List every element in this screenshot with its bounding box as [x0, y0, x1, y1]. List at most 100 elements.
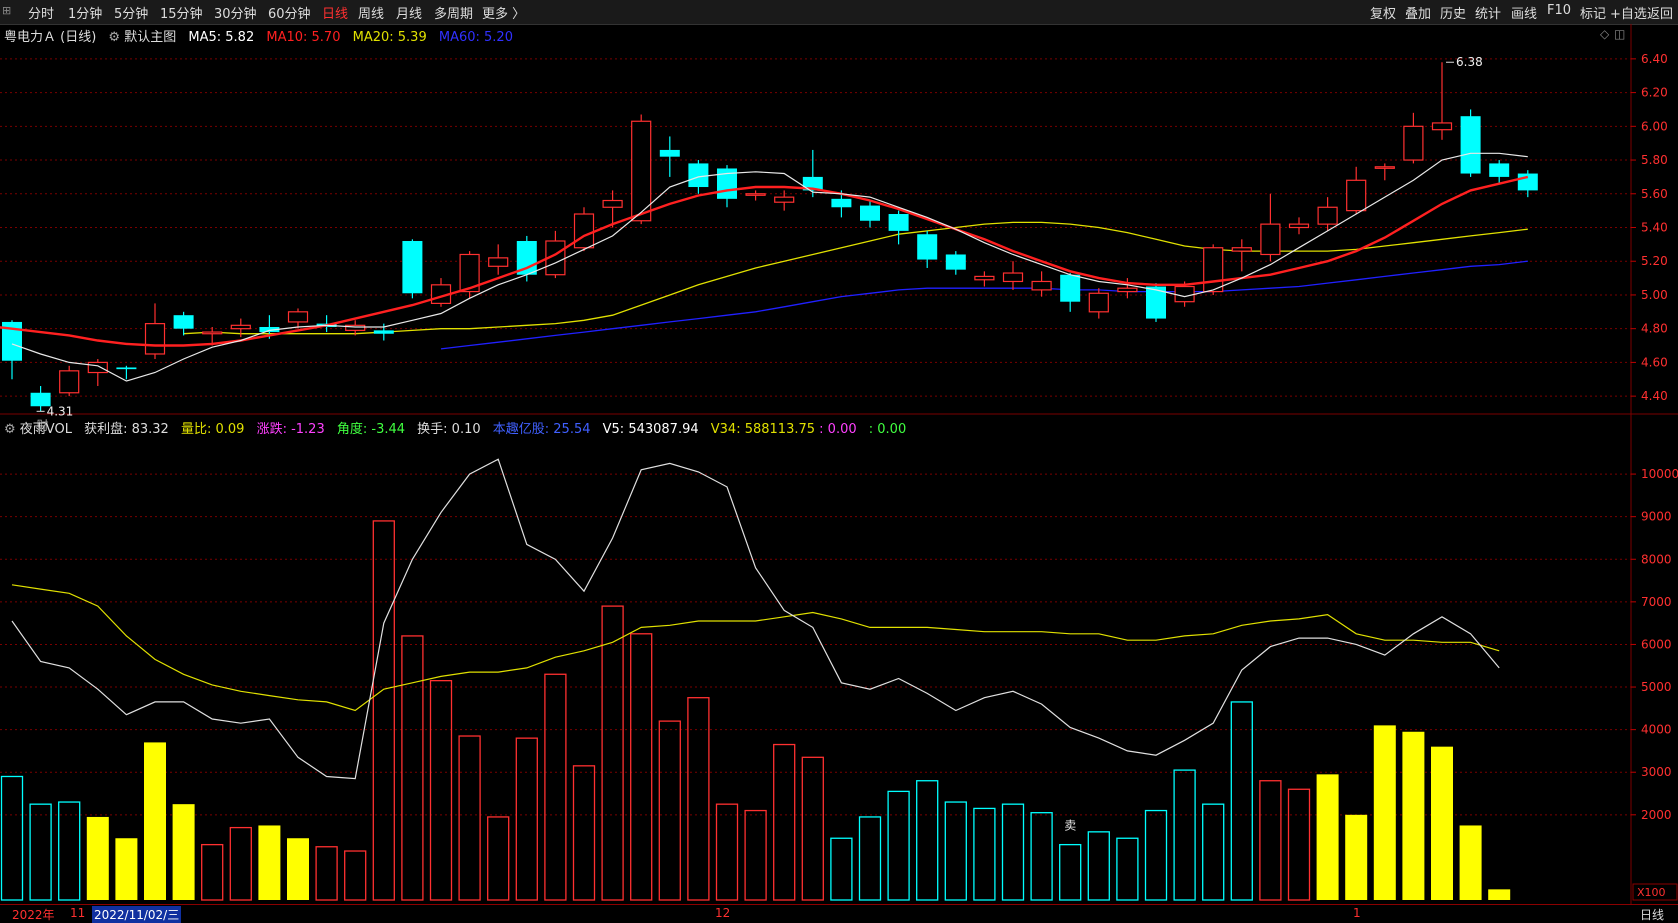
volume-bar — [201, 843, 224, 901]
volume-bar — [0, 775, 24, 901]
toolbar-button[interactable]: 叠加 — [1405, 7, 1432, 22]
corner-icon[interactable]: ⊞ — [2, 4, 12, 17]
toolbar-button[interactable]: +自选 — [1610, 7, 1647, 22]
candle-body — [1317, 206, 1338, 225]
period-tab[interactable]: 月线 — [396, 7, 423, 22]
volume-bar — [1259, 780, 1282, 901]
period-tab[interactable]: 1分钟 — [68, 7, 103, 22]
candle-body — [1260, 223, 1281, 256]
candle-body — [59, 370, 80, 394]
volume-bar — [1316, 774, 1339, 900]
y-tick-label: 6000 — [1641, 637, 1672, 651]
gear-icon[interactable]: ⚙ — [108, 30, 121, 45]
candle-body — [1231, 247, 1252, 252]
y-tick-label: 5000 — [1641, 680, 1672, 694]
period-tab[interactable]: 30分钟 — [214, 7, 257, 22]
volume-bar — [773, 743, 796, 901]
toolbar-button[interactable]: 画线 — [1511, 7, 1538, 22]
volume-bar — [801, 756, 824, 901]
candle-body — [1431, 122, 1453, 131]
toolbar-button[interactable]: 返回 — [1647, 7, 1674, 22]
y-tick-label: 6.40 — [1641, 52, 1668, 66]
v5-value: V5: 543087.94 — [602, 422, 699, 437]
y-tick-label: 5.20 — [1641, 254, 1668, 268]
toolbar-button[interactable]: 复权 — [1370, 7, 1397, 22]
volume-bar — [830, 837, 853, 901]
candle-body — [87, 361, 108, 374]
volume-bar — [1059, 843, 1082, 901]
volume-bar — [1030, 812, 1053, 901]
period-tab[interactable]: 周线 — [358, 7, 385, 22]
toolbar-button[interactable]: F10 — [1547, 3, 1572, 18]
period-tab[interactable]: 15分钟 — [160, 7, 203, 22]
candle-body — [860, 205, 880, 221]
ma10-line — [0, 175, 1529, 347]
sell-marker: 卖 — [1064, 819, 1076, 833]
y-tick-label: 4000 — [1641, 723, 1672, 737]
toolbar-button[interactable]: 历史 — [1440, 7, 1467, 22]
volume-bar — [658, 720, 681, 901]
candle-body — [230, 324, 251, 330]
candle-body — [1517, 173, 1538, 191]
y-tick-label: 5.80 — [1641, 153, 1668, 167]
candle-body — [602, 199, 623, 208]
candle-body — [173, 315, 194, 329]
volume-bar — [630, 633, 653, 901]
period-tab[interactable]: 分时 — [28, 7, 55, 22]
vol-ma34-line — [11, 584, 1500, 712]
diamond-icon: ◇ — [1600, 27, 1610, 41]
period-label[interactable]: 日线 — [1640, 908, 1665, 922]
template-name[interactable]: 默认主图 — [124, 30, 177, 45]
candle-body — [631, 120, 652, 222]
candle-body — [917, 234, 938, 260]
volume-bar — [1087, 831, 1110, 901]
indicator-name[interactable]: 夜雨VOL — [19, 422, 72, 437]
volume-bar — [229, 826, 252, 901]
toolbar-button[interactable]: 标记 — [1580, 7, 1607, 22]
period-tab[interactable]: 多周期 — [434, 7, 474, 22]
qb-value: 量比: 0.09 — [180, 422, 245, 437]
ma60-line — [440, 260, 1528, 350]
y-tick-label: 6.00 — [1641, 119, 1668, 133]
volume-bar — [115, 838, 138, 900]
stock-name: 粤电力Ａ (日线) — [4, 30, 97, 45]
candle-body — [659, 149, 680, 157]
y-tick-label: 5.40 — [1641, 221, 1668, 235]
candle-body — [488, 257, 509, 267]
candle-body — [1002, 272, 1024, 283]
period-toolbar: ⊞ 分时 1分钟 5分钟 15分钟 30分钟 60分钟 日线 周线 月线 多周期 更多 〉 复权 叠加… — [0, 0, 1678, 25]
volume-bar — [1287, 788, 1311, 901]
volume-bar — [1373, 725, 1396, 900]
volume-bar — [401, 635, 424, 901]
candle-body — [1174, 285, 1195, 303]
date-axis: 2022年 11 2022/11/02/三 12 1 日线 — [0, 904, 1678, 923]
candle-body — [831, 198, 852, 208]
period-tab[interactable]: 日线 — [322, 7, 349, 22]
candle-body — [974, 275, 995, 281]
volume-bar — [372, 520, 395, 901]
candle-body — [1288, 223, 1310, 229]
candle-body — [345, 324, 366, 331]
volume-bar — [916, 780, 939, 901]
volume-bar — [315, 846, 338, 901]
ma5-value: MA5: 5.82 — [188, 30, 255, 45]
volume-bar — [1001, 803, 1025, 901]
ma60-value: MA60: 5.20 — [438, 30, 513, 45]
z1-value: : 0.00 — [819, 422, 857, 437]
year-label: 2022年 — [12, 908, 55, 922]
volume-bar — [944, 801, 967, 901]
y-tick-label: 4.40 — [1641, 389, 1668, 403]
volume-bar — [515, 737, 538, 901]
period-tab[interactable]: 5分钟 — [114, 7, 149, 22]
y-tick-label: 7000 — [1641, 595, 1672, 609]
volume-bar — [58, 801, 81, 901]
gear-icon[interactable]: ⚙ — [4, 422, 16, 437]
candle-body — [144, 323, 166, 355]
period-tab[interactable]: 更多 〉 — [482, 7, 526, 22]
volume-bar — [1488, 889, 1511, 900]
volume-bar — [1173, 769, 1196, 901]
main-chart-info: 粤电力Ａ (日线) ⚙ 默认主图 MA5: 5.82 MA10: 5.70 MA… — [4, 26, 513, 45]
period-tab[interactable]: 60分钟 — [268, 7, 311, 22]
panel-toggle-icon: ◫ — [1614, 27, 1625, 41]
toolbar-button[interactable]: 统计 — [1475, 7, 1502, 22]
